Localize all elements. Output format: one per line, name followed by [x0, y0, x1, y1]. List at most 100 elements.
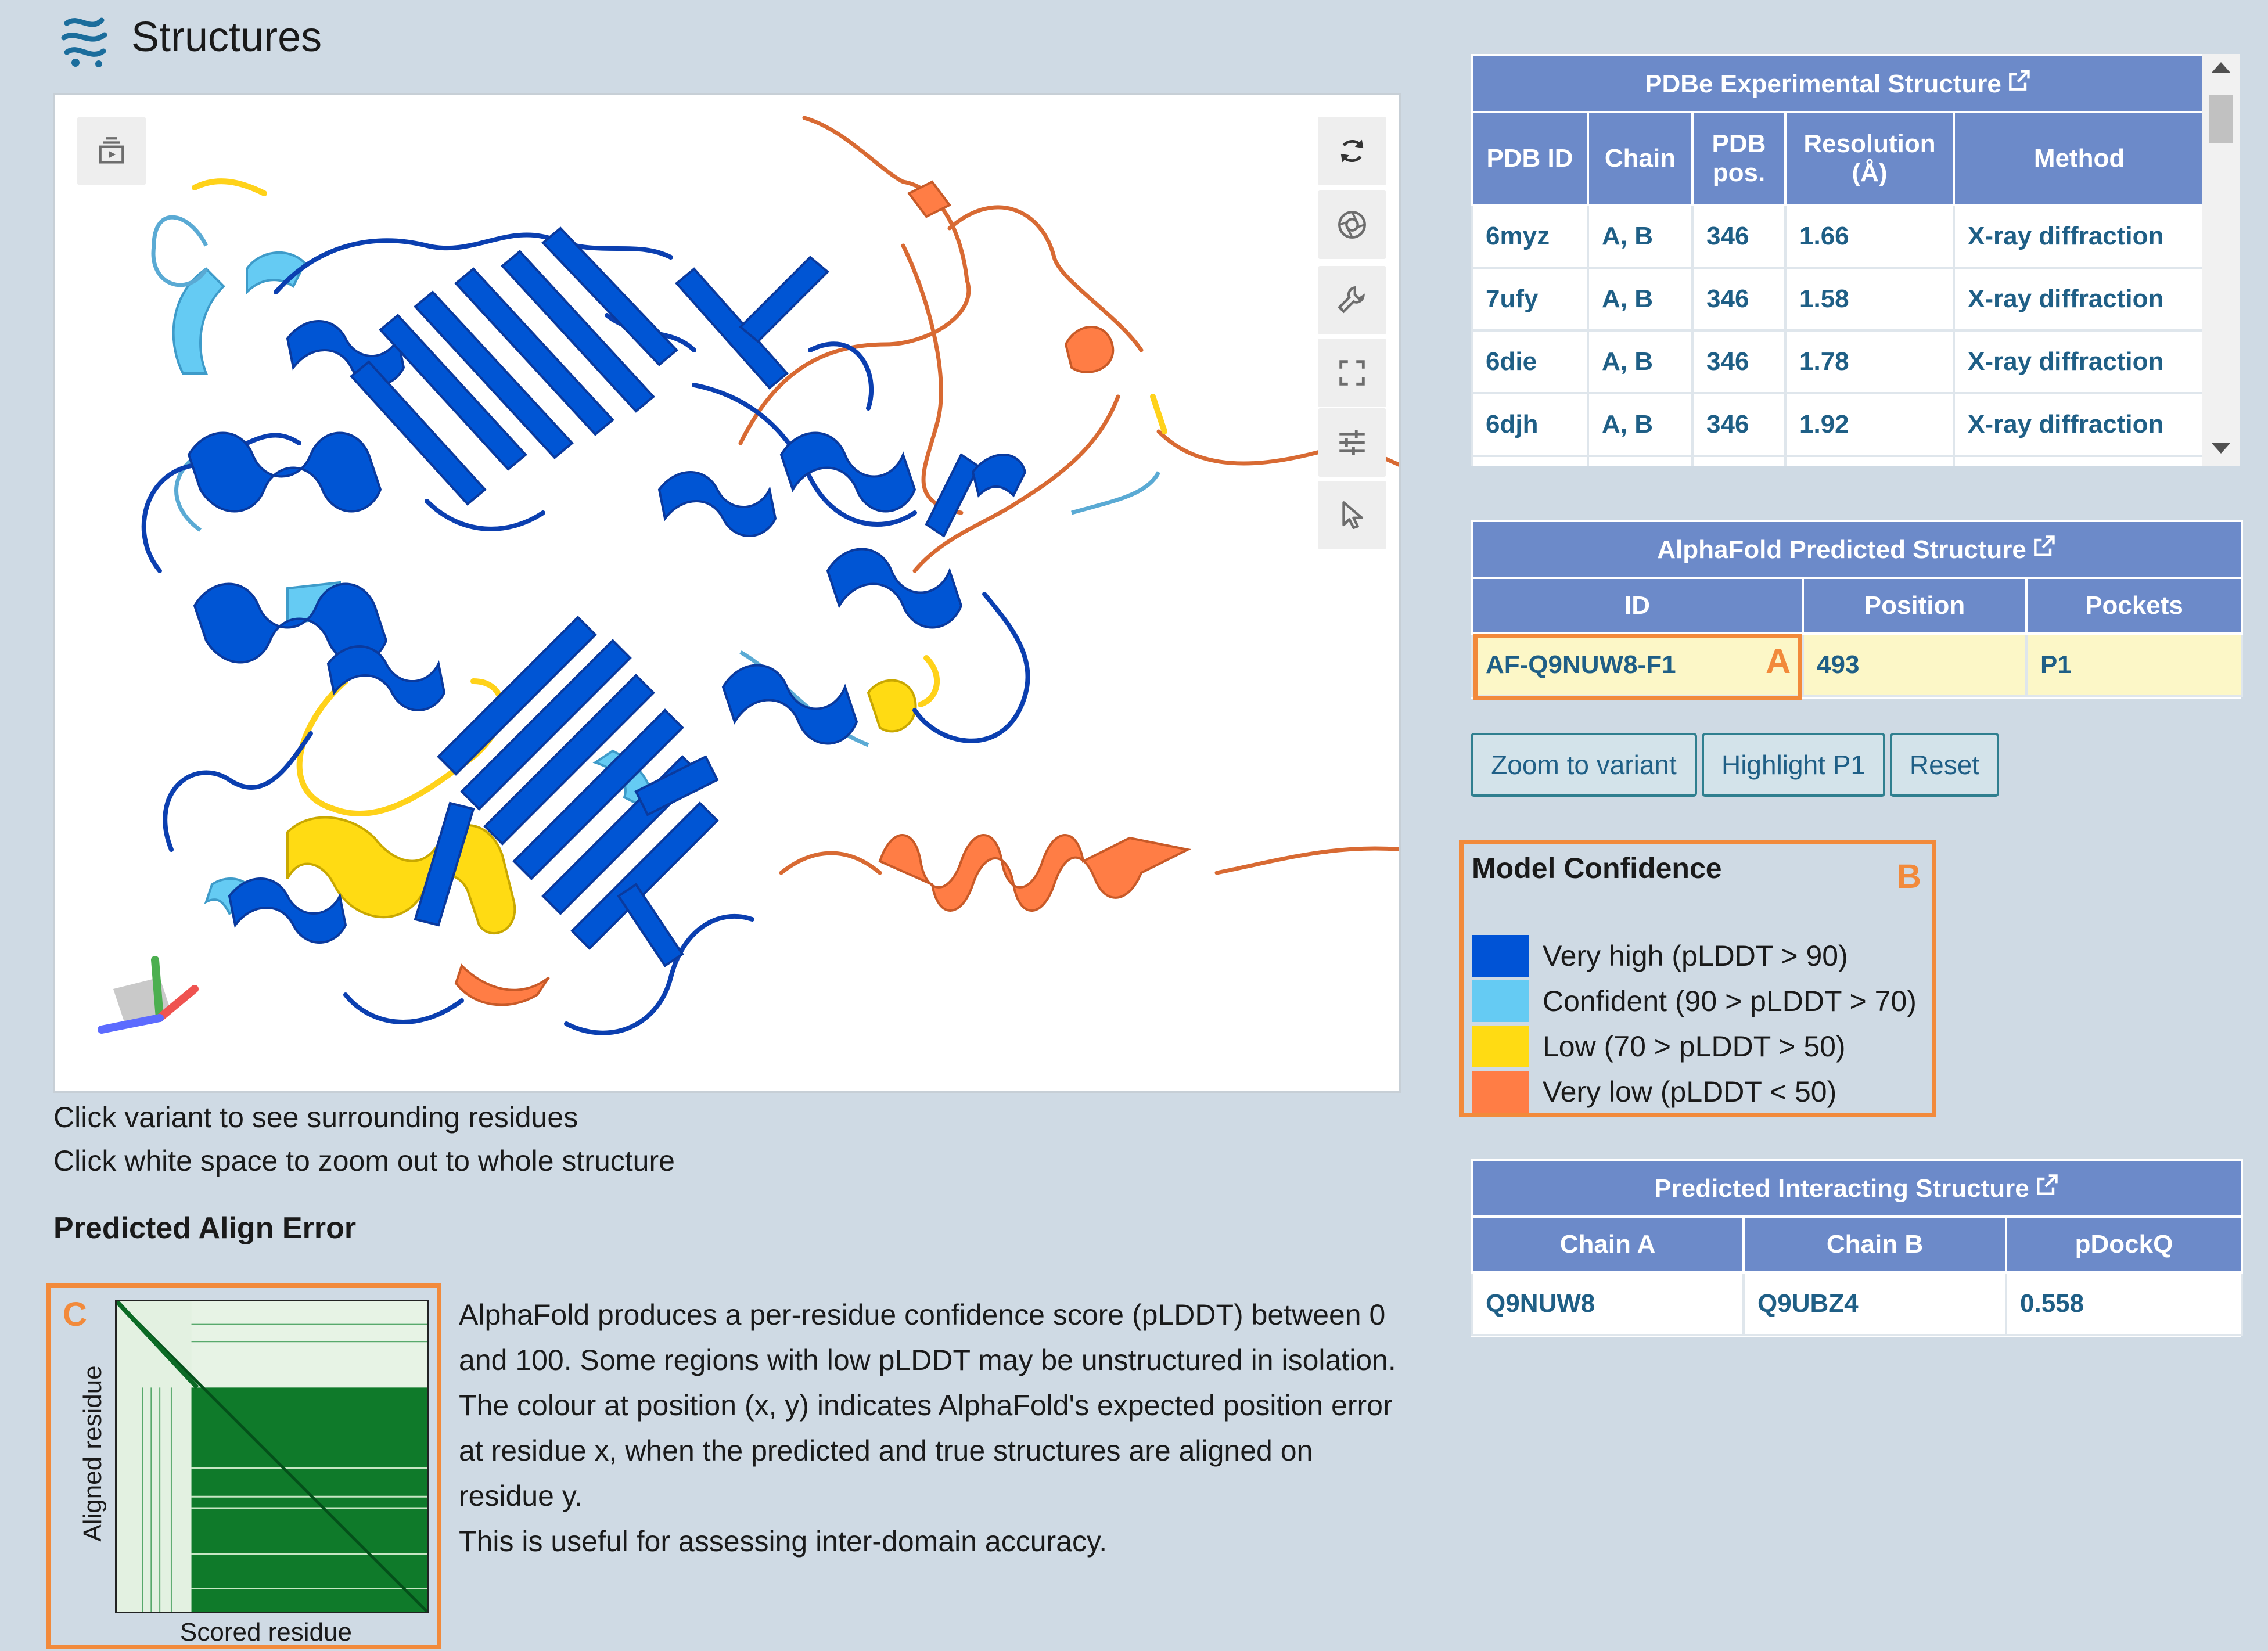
pdockq-cell: 0.558	[2004, 1271, 2244, 1336]
col-pdockq[interactable]: pDockQ	[2004, 1215, 2244, 1274]
table-row[interactable]: 6djh A, B 346 1.92 X-ray diffraction	[1471, 392, 2204, 457]
scroll-up-arrow-icon[interactable]	[2212, 62, 2230, 73]
structure-viewer[interactable]	[53, 93, 1401, 1093]
interacting-table-panel: Predicted Interacting Structure Chain A …	[1470, 1159, 2244, 1337]
legend-item: Very high (pLDDT > 90)	[1472, 935, 1848, 977]
pae-description-line: The colour at position (x, y) indicates …	[459, 1389, 1393, 1512]
col-pockets[interactable]: Pockets	[2025, 577, 2244, 635]
pdb-id-link[interactable]: 6die	[1471, 329, 1589, 394]
pae-description-line: This is useful for assessing inter-domai…	[459, 1525, 1108, 1558]
marker-c: C	[63, 1296, 87, 1333]
pdbe-caption-text: PDBe Experimental Structure	[1645, 69, 2001, 98]
screenshot-button[interactable]	[1318, 190, 1386, 259]
selection-mode-button[interactable]	[1318, 481, 1386, 549]
pdb-id-link[interactable]: 6myz	[1471, 204, 1589, 269]
method-cell: X-ray diffraction	[1952, 392, 2204, 457]
model-confidence-legend: Model Confidence B Very high (pLDDT > 90…	[1459, 840, 1936, 1117]
resolution-cell: 1.78	[1784, 329, 1955, 394]
table-row[interactable]: 6die A, B 346 1.78 X-ray diffraction	[1471, 329, 2204, 394]
pae-description-line: AlphaFold produces a per-residue confide…	[459, 1299, 1396, 1376]
resolution-cell: 1.58	[1784, 267, 1955, 332]
method-cell: X-ray diffraction	[1952, 329, 2204, 394]
external-link-icon[interactable]	[2006, 68, 2032, 100]
pae-y-axis-label: Aligned residue	[78, 1365, 107, 1542]
col-method[interactable]: Method	[1952, 111, 2204, 206]
alphafold-table-panel: AlphaFold Predicted Structure ID Positio…	[1470, 520, 2244, 699]
col-chain[interactable]: Chain	[1587, 111, 1694, 206]
col-chain-b[interactable]: Chain B	[1742, 1215, 2007, 1274]
page-title: Structures	[131, 14, 322, 60]
reset-button[interactable]: Reset	[1890, 733, 1999, 797]
legend-label: Confident (90 > pLDDT > 70)	[1543, 985, 1917, 1017]
pdbe-caption[interactable]: PDBe Experimental Structure	[1471, 54, 2204, 113]
resolution-cell: 1.66	[1784, 204, 1955, 269]
pdb-id-link[interactable]: 7ufy	[1471, 267, 1589, 332]
fullscreen-icon	[1339, 360, 1365, 386]
alphafold-caption-text: AlphaFold Predicted Structure	[1657, 535, 2026, 564]
pae-plot-container: C Aligned residue	[46, 1283, 441, 1649]
interacting-caption-text: Predicted Interacting Structure	[1654, 1174, 2029, 1203]
legend-item: Very low (pLDDT < 50)	[1472, 1071, 1836, 1113]
col-chain-a[interactable]: Chain A	[1471, 1215, 1745, 1274]
reset-camera-button[interactable]	[1318, 117, 1386, 185]
pdbe-table-panel[interactable]: PDBe Experimental Structure PDB ID Chain…	[1471, 54, 2204, 466]
pdb-id-link[interactable]: 6djh	[1471, 392, 1589, 457]
pockets-cell[interactable]: P1	[2025, 632, 2244, 697]
hint-click-whitespace: Click white space to zoom out to whole s…	[53, 1145, 675, 1177]
pdbe-scrollbar[interactable]	[2202, 54, 2240, 466]
pos-cell: 346	[1691, 267, 1787, 332]
chain-cell: A, B	[1587, 204, 1694, 269]
table-row[interactable]: 6myz A, B 346 1.66 X-ray diffraction	[1471, 204, 2204, 269]
alphafold-caption[interactable]: AlphaFold Predicted Structure	[1470, 520, 2244, 579]
marker-a: A	[1766, 642, 1791, 681]
legend-label: Very low (pLDDT < 50)	[1543, 1076, 1837, 1108]
legend-title: Model Confidence	[1472, 852, 1722, 884]
zoom-to-variant-button[interactable]: Zoom to variant	[1471, 733, 1697, 797]
swatch-very-high	[1472, 935, 1529, 977]
table-row[interactable]: Q9NUW8 Q9UBZ4 0.558	[1471, 1271, 2244, 1336]
scroll-down-arrow-icon[interactable]	[2212, 443, 2230, 454]
controls-wrench-icon	[1338, 286, 1365, 314]
pae-x-axis-label: Scored residue	[180, 1618, 352, 1646]
method-cell: X-ray diffraction	[1952, 204, 2204, 269]
pae-heatmap	[115, 1300, 429, 1613]
col-resolution[interactable]: Resolution (Å)	[1784, 111, 1955, 206]
screenshot-icon	[1338, 211, 1366, 239]
protein-3d-render[interactable]	[55, 95, 1401, 1093]
fullscreen-button[interactable]	[1318, 339, 1386, 407]
position-cell: 493	[1802, 632, 2028, 697]
interacting-caption[interactable]: Predicted Interacting Structure	[1470, 1159, 2244, 1218]
swatch-very-low	[1472, 1071, 1529, 1113]
resolution-cell: 1.92	[1784, 392, 1955, 457]
method-cell: X-ray diffraction	[1952, 267, 2204, 332]
pos-cell: 346	[1691, 204, 1787, 269]
col-pdb-pos[interactable]: PDB pos.	[1691, 111, 1787, 206]
hint-click-variant: Click variant to see surrounding residue…	[53, 1101, 578, 1134]
legend-label: Very high (pLDDT > 90)	[1543, 940, 1848, 972]
scrollbar-thumb[interactable]	[2209, 95, 2233, 143]
chain-cell: A, B	[1587, 267, 1694, 332]
table-row[interactable]: AF-Q9NUW8-F1 493 P1	[1471, 632, 2244, 697]
chain-b-link[interactable]: Q9UBZ4	[1742, 1271, 2007, 1336]
col-position[interactable]: Position	[1802, 577, 2028, 635]
table-row[interactable]: 7ufy A, B 346 1.58 X-ray diffraction	[1471, 267, 2204, 332]
external-link-icon[interactable]	[2031, 534, 2057, 566]
col-id[interactable]: ID	[1471, 577, 1804, 635]
controls-button[interactable]	[1318, 266, 1386, 334]
axis-gizmo	[98, 956, 199, 1034]
highlight-p1-button[interactable]: Highlight P1	[1702, 733, 1885, 797]
settings-button[interactable]	[1318, 408, 1386, 477]
legend-label: Low (70 > pLDDT > 50)	[1543, 1030, 1846, 1063]
chain-cell: A, B	[1587, 392, 1694, 457]
settings-sliders-icon	[1339, 430, 1365, 455]
animation-button[interactable]	[77, 117, 146, 185]
swatch-confident	[1472, 980, 1529, 1022]
legend-item: Confident (90 > pLDDT > 70)	[1472, 980, 1917, 1022]
pos-cell: 346	[1691, 329, 1787, 394]
swatch-low	[1472, 1026, 1529, 1067]
chain-a-link[interactable]: Q9NUW8	[1471, 1271, 1745, 1336]
alphafold-id-link[interactable]: AF-Q9NUW8-F1	[1471, 632, 1804, 697]
col-pdb-id[interactable]: PDB ID	[1471, 111, 1589, 206]
external-link-icon[interactable]	[2034, 1172, 2059, 1204]
pae-section-title: Predicted Align Error	[53, 1211, 357, 1245]
